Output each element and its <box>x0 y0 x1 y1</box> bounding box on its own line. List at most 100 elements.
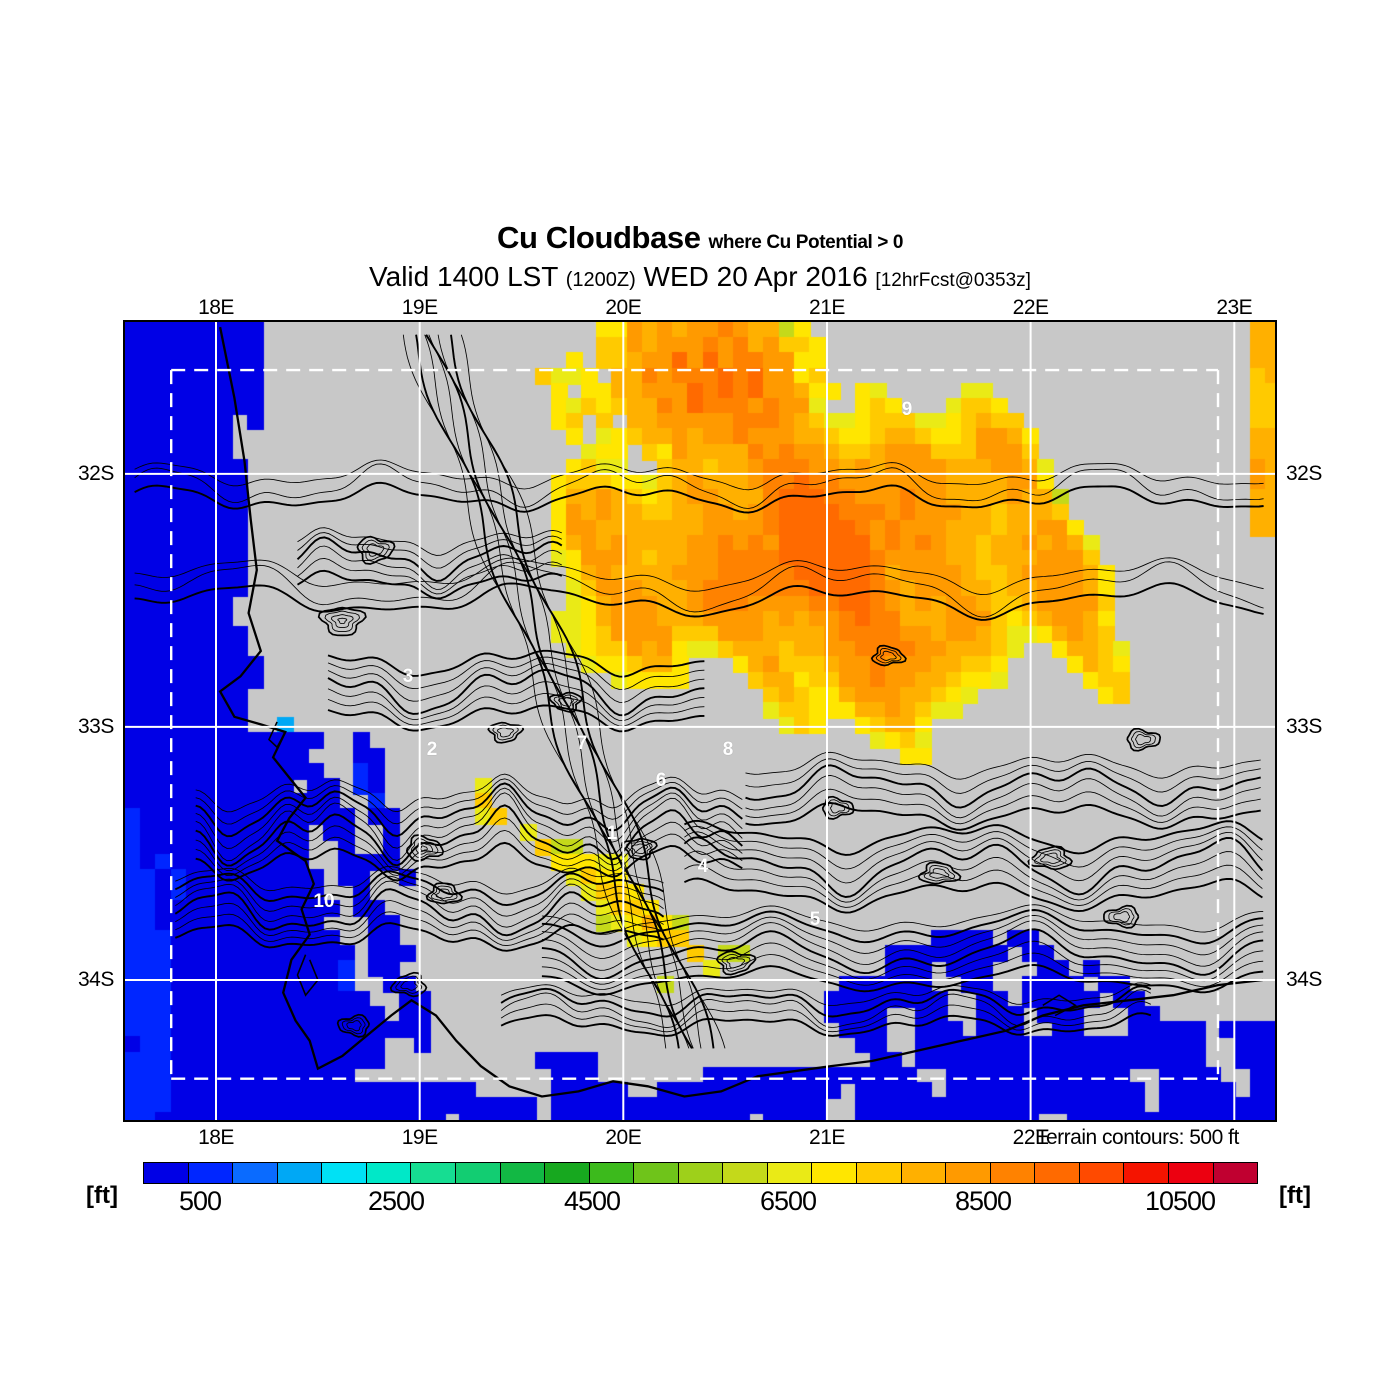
terrain-peak-12-0 <box>548 691 583 713</box>
colorbar-segment-24 <box>1213 1163 1258 1183</box>
terrain-peak-1-2 <box>366 543 385 557</box>
colorbar-segment-19 <box>990 1163 1036 1183</box>
colorbar[interactable] <box>143 1162 1258 1184</box>
colorbar-segment-7 <box>455 1163 501 1183</box>
title-valid-prefix: Valid 1400 LST <box>369 261 558 292</box>
terrain-peak-11-0 <box>1103 904 1140 929</box>
terrain-contour-5-3 <box>500 985 1152 1018</box>
station-label-1: 1 <box>606 823 618 844</box>
colorbar-segment-14 <box>767 1163 813 1183</box>
terrain-contour-6-0 <box>195 841 743 882</box>
colorbar-segment-9 <box>545 1163 590 1183</box>
terrain-contour-1-1 <box>134 561 1264 618</box>
terrain-peak-7-1 <box>721 953 751 972</box>
terrain-contour-3-2 <box>684 850 1263 903</box>
terrain-contour-4-0 <box>541 964 1264 996</box>
terrain-contour-2-4 <box>745 758 1261 794</box>
station-label-2: 2 <box>426 739 438 760</box>
terrain-contour-4-2 <box>541 940 1264 985</box>
terrain-contour-8-6 <box>327 649 705 678</box>
terrain-peak-2-0 <box>405 834 445 862</box>
terrain-contour-2-2 <box>745 774 1261 819</box>
lon-tick-bottom-18E: 18E <box>198 1126 234 1149</box>
lon-tick-bottom-21E: 21E <box>809 1126 845 1149</box>
terrain-peak-9-1 <box>923 864 956 882</box>
colorbar-segment-22 <box>1124 1163 1169 1183</box>
colorbar-segment-12 <box>678 1163 724 1183</box>
escarpment-contour-2 <box>424 334 690 1049</box>
terrain-contour-8-0 <box>327 704 705 733</box>
cloudbase-field-raster <box>125 322 1275 1120</box>
station-label-6: 6 <box>655 770 667 791</box>
lon-tick-top-19E: 19E <box>401 296 438 319</box>
terrain-contour-8-5 <box>327 656 705 690</box>
terrain-contour-1-2 <box>134 557 1264 596</box>
terrain-contour-2-1 <box>745 788 1261 825</box>
lon-tick-bottom-22E: 22E <box>1012 1126 1049 1149</box>
terrain-peak-11-1 <box>1108 908 1135 926</box>
station-label-10: 10 <box>313 891 335 912</box>
terrain-peak-12-2 <box>558 696 574 707</box>
saldanha-bay-detail <box>268 721 287 749</box>
lon-tick-top-22E: 22E <box>1012 296 1049 319</box>
terrain-peak-3-1 <box>430 885 458 902</box>
station-label-3: 3 <box>402 666 414 687</box>
colorbar-tick-2500: 2500 <box>367 1186 425 1216</box>
colorbar-segment-10 <box>589 1163 635 1183</box>
terrain-contour-8-4 <box>327 663 705 703</box>
terrain-peak-10-1 <box>1033 849 1067 867</box>
terrain-peak-15-1 <box>875 647 902 664</box>
terrain-peak-4-2 <box>400 978 418 991</box>
title-main: Cu Cloudbase <box>497 220 701 255</box>
terrain-contour-2-3 <box>745 764 1261 809</box>
terrain-peak-12-1 <box>553 694 579 710</box>
terrain-contour-6-1 <box>195 829 743 877</box>
colorbar-tick-10500: 10500 <box>1144 1186 1216 1216</box>
colorbar-segment-3 <box>277 1163 323 1183</box>
escarpment-contour-8 <box>460 334 726 1049</box>
terrain-contour-2-5 <box>745 751 1261 780</box>
terrain-peak-10-2 <box>1040 852 1062 864</box>
terrain-contour-8-3 <box>327 668 705 717</box>
escarpment-contour-0 <box>402 334 667 1049</box>
colorbar-tick-500: 500 <box>178 1186 222 1216</box>
station-label-5: 5 <box>809 909 821 930</box>
terrain-contour-3-4 <box>684 831 1263 884</box>
terrain-peak-5-1 <box>341 1017 366 1035</box>
terrain-peak-6-1 <box>626 840 653 858</box>
terrain-peak-2-1 <box>410 838 439 859</box>
title-valid-date: WED 20 Apr 2016 <box>643 261 868 292</box>
terrain-contour-0-1 <box>134 463 1264 509</box>
colorbar-segment-18 <box>946 1163 991 1183</box>
terrain-peak-3-2 <box>435 888 453 899</box>
terrain-peak-0-1 <box>324 610 360 632</box>
terrain-contour-6-8 <box>195 773 743 813</box>
map-plot-area[interactable] <box>123 320 1277 1122</box>
colorbar-segment-21 <box>1079 1163 1125 1183</box>
terrain-peak-5-2 <box>346 1020 362 1032</box>
terrain-peak-2-3 <box>420 845 428 852</box>
terrain-peak-6-2 <box>630 843 649 855</box>
station-label-9: 9 <box>901 399 913 420</box>
terrain-contour-6-5 <box>195 787 743 849</box>
title-line-1: Cu Cloudbase where Cu Potential > 0 <box>0 222 1400 259</box>
title-forecast-tag: [12hrFcst@0353z] <box>875 270 1031 291</box>
station-label-7: 7 <box>576 733 588 754</box>
title-line-2: Valid 1400 LST (1200Z) WED 20 Apr 2016 [… <box>0 261 1400 297</box>
map-overlay-vectors <box>125 322 1275 1120</box>
escarpment-contour-1 <box>415 334 680 1049</box>
lat-tick-left-32S: 32S <box>78 461 114 485</box>
terrain-peak-13-2 <box>496 727 514 738</box>
terrain-contour-1-0 <box>134 582 1264 621</box>
terrain-contour-4-5 <box>541 914 1264 959</box>
terrain-peak-8-0 <box>821 795 855 820</box>
terrain-contour-6-2 <box>195 817 743 872</box>
terrain-peak-14-2 <box>1135 734 1152 746</box>
colorbar-segment-20 <box>1035 1163 1080 1183</box>
title-valid-utc: (1200Z) <box>565 269 636 291</box>
lat-tick-right-32S: 32S <box>1286 461 1322 485</box>
terrain-peak-11-2 <box>1113 911 1131 923</box>
terrain-contour-5-1 <box>500 1000 1151 1033</box>
terrain-contour-9-0 <box>297 569 563 600</box>
terrain-peak-7-2 <box>726 956 746 969</box>
